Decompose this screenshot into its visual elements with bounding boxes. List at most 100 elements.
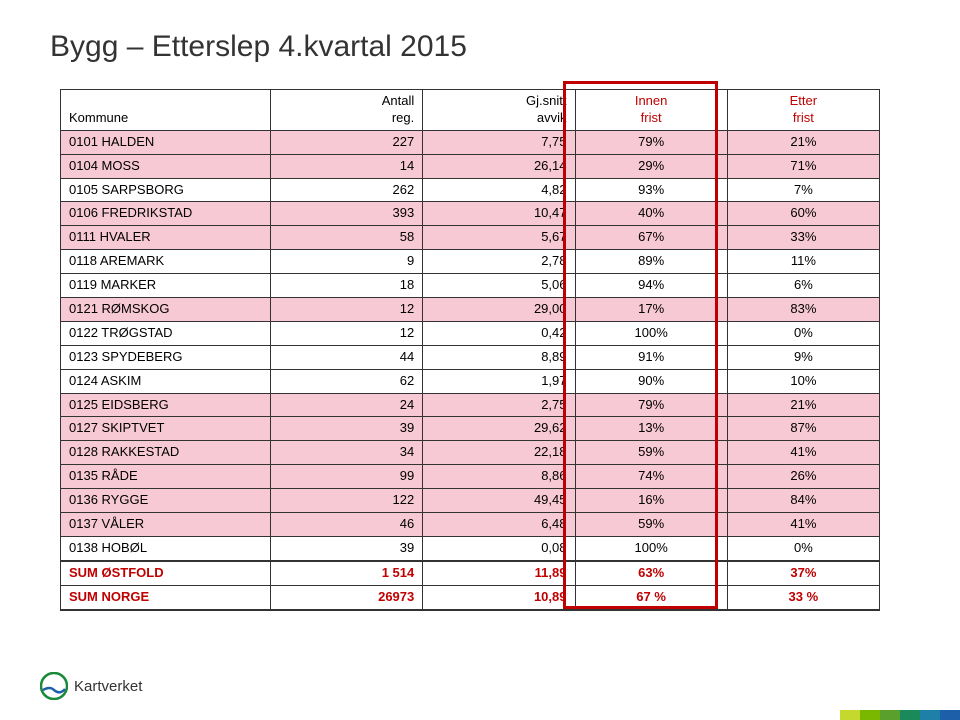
table-row: 0105 SARPSBORG2624,8293%7%: [61, 178, 880, 202]
cell-etter: 41%: [727, 513, 879, 537]
cell-innen: 100%: [575, 321, 727, 345]
cell-kommune: 0125 EIDSBERG: [61, 393, 271, 417]
table-row: 0119 MARKER185,0694%6%: [61, 274, 880, 298]
table-row: 0101 HALDEN2277,7579%21%: [61, 130, 880, 154]
cell-antall: 24: [271, 393, 423, 417]
cell-innen: 59%: [575, 441, 727, 465]
cell-antall: 39: [271, 417, 423, 441]
cell-etter: 6%: [727, 274, 879, 298]
table-row: 0121 RØMSKOG1229,0017%83%: [61, 298, 880, 322]
cell-antall: 62: [271, 369, 423, 393]
stripe: [860, 710, 880, 720]
cell-antall: 99: [271, 465, 423, 489]
cell-etter: 21%: [727, 393, 879, 417]
cell-innen: 89%: [575, 250, 727, 274]
cell-kommune: 0106 FREDRIKSTAD: [61, 202, 271, 226]
cell-gjsnitt: 29,62: [423, 417, 575, 441]
cell-innen: 13%: [575, 417, 727, 441]
cell-sum-name: SUM NORGE: [61, 585, 271, 609]
cell-gjsnitt: 0,08: [423, 536, 575, 560]
cell-kommune: 0104 MOSS: [61, 154, 271, 178]
table-row: 0118 AREMARK92,7889%11%: [61, 250, 880, 274]
col-header-innen: Innen frist: [575, 90, 727, 131]
cell-innen: 91%: [575, 345, 727, 369]
cell-etter: 33%: [727, 226, 879, 250]
cell-antall: 46: [271, 513, 423, 537]
cell-kommune: 0127 SKIPTVET: [61, 417, 271, 441]
cell-innen: 74%: [575, 465, 727, 489]
cell-innen: 93%: [575, 178, 727, 202]
cell-innen: 90%: [575, 369, 727, 393]
table-row: 0138 HOBØL390,08100%0%: [61, 536, 880, 560]
cell-innen: 100%: [575, 536, 727, 560]
cell-kommune: 0122 TRØGSTAD: [61, 321, 271, 345]
cell-gjsnitt: 0,42: [423, 321, 575, 345]
cell-sum-gjsnitt: 11,89: [423, 561, 575, 585]
cell-antall: 12: [271, 298, 423, 322]
cell-kommune: 0121 RØMSKOG: [61, 298, 271, 322]
cell-gjsnitt: 8,89: [423, 345, 575, 369]
cell-antall: 44: [271, 345, 423, 369]
cell-etter: 60%: [727, 202, 879, 226]
cell-antall: 34: [271, 441, 423, 465]
footer-logo: Kartverket: [40, 672, 142, 700]
cell-antall: 9: [271, 250, 423, 274]
cell-gjsnitt: 5,06: [423, 274, 575, 298]
table-row: 0106 FREDRIKSTAD39310,4740%60%: [61, 202, 880, 226]
col-header-antall: Antall reg.: [271, 90, 423, 131]
cell-gjsnitt: 5,67: [423, 226, 575, 250]
cell-kommune: 0128 RAKKESTAD: [61, 441, 271, 465]
cell-innen: 59%: [575, 513, 727, 537]
table-row: 0104 MOSS1426,1429%71%: [61, 154, 880, 178]
sum-row: SUM ØSTFOLD1 51411,8963%37%: [61, 561, 880, 585]
stripe: [880, 710, 900, 720]
cell-kommune: 0105 SARPSBORG: [61, 178, 271, 202]
cell-gjsnitt: 22,18: [423, 441, 575, 465]
col-header-kommune: Kommune: [61, 90, 271, 131]
table-row: 0111 HVALER585,6767%33%: [61, 226, 880, 250]
kartverket-icon: [40, 672, 68, 700]
cell-etter: 9%: [727, 345, 879, 369]
cell-antall: 18: [271, 274, 423, 298]
cell-kommune: 0118 AREMARK: [61, 250, 271, 274]
cell-gjsnitt: 2,75: [423, 393, 575, 417]
stripe: [920, 710, 940, 720]
cell-etter: 0%: [727, 321, 879, 345]
cell-gjsnitt: 6,48: [423, 513, 575, 537]
cell-antall: 12: [271, 321, 423, 345]
footer-stripes: [840, 710, 960, 720]
cell-kommune: 0101 HALDEN: [61, 130, 271, 154]
table-row: 0125 EIDSBERG242,7579%21%: [61, 393, 880, 417]
cell-antall: 227: [271, 130, 423, 154]
cell-antall: 122: [271, 489, 423, 513]
cell-sum-etter: 33 %: [727, 585, 879, 609]
cell-kommune: 0124 ASKIM: [61, 369, 271, 393]
cell-kommune: 0111 HVALER: [61, 226, 271, 250]
cell-kommune: 0136 RYGGE: [61, 489, 271, 513]
table-row: 0128 RAKKESTAD3422,1859%41%: [61, 441, 880, 465]
sum-row: SUM NORGE2697310,8967 %33 %: [61, 585, 880, 609]
cell-gjsnitt: 26,14: [423, 154, 575, 178]
cell-gjsnitt: 10,47: [423, 202, 575, 226]
footer-brand-text: Kartverket: [74, 678, 142, 695]
cell-innen: 16%: [575, 489, 727, 513]
table-row: 0137 VÅLER466,4859%41%: [61, 513, 880, 537]
header-row: Kommune Antall reg. Gj.snitt avvik Innen…: [61, 90, 880, 131]
cell-gjsnitt: 1,97: [423, 369, 575, 393]
table-row: 0122 TRØGSTAD120,42100%0%: [61, 321, 880, 345]
cell-antall: 262: [271, 178, 423, 202]
cell-etter: 87%: [727, 417, 879, 441]
cell-innen: 79%: [575, 130, 727, 154]
cell-innen: 94%: [575, 274, 727, 298]
cell-etter: 83%: [727, 298, 879, 322]
cell-antall: 58: [271, 226, 423, 250]
cell-innen: 29%: [575, 154, 727, 178]
cell-etter: 11%: [727, 250, 879, 274]
cell-gjsnitt: 4,82: [423, 178, 575, 202]
table-row: 0124 ASKIM621,9790%10%: [61, 369, 880, 393]
cell-etter: 26%: [727, 465, 879, 489]
cell-innen: 40%: [575, 202, 727, 226]
stripe: [900, 710, 920, 720]
cell-sum-gjsnitt: 10,89: [423, 585, 575, 609]
cell-kommune: 0123 SPYDEBERG: [61, 345, 271, 369]
